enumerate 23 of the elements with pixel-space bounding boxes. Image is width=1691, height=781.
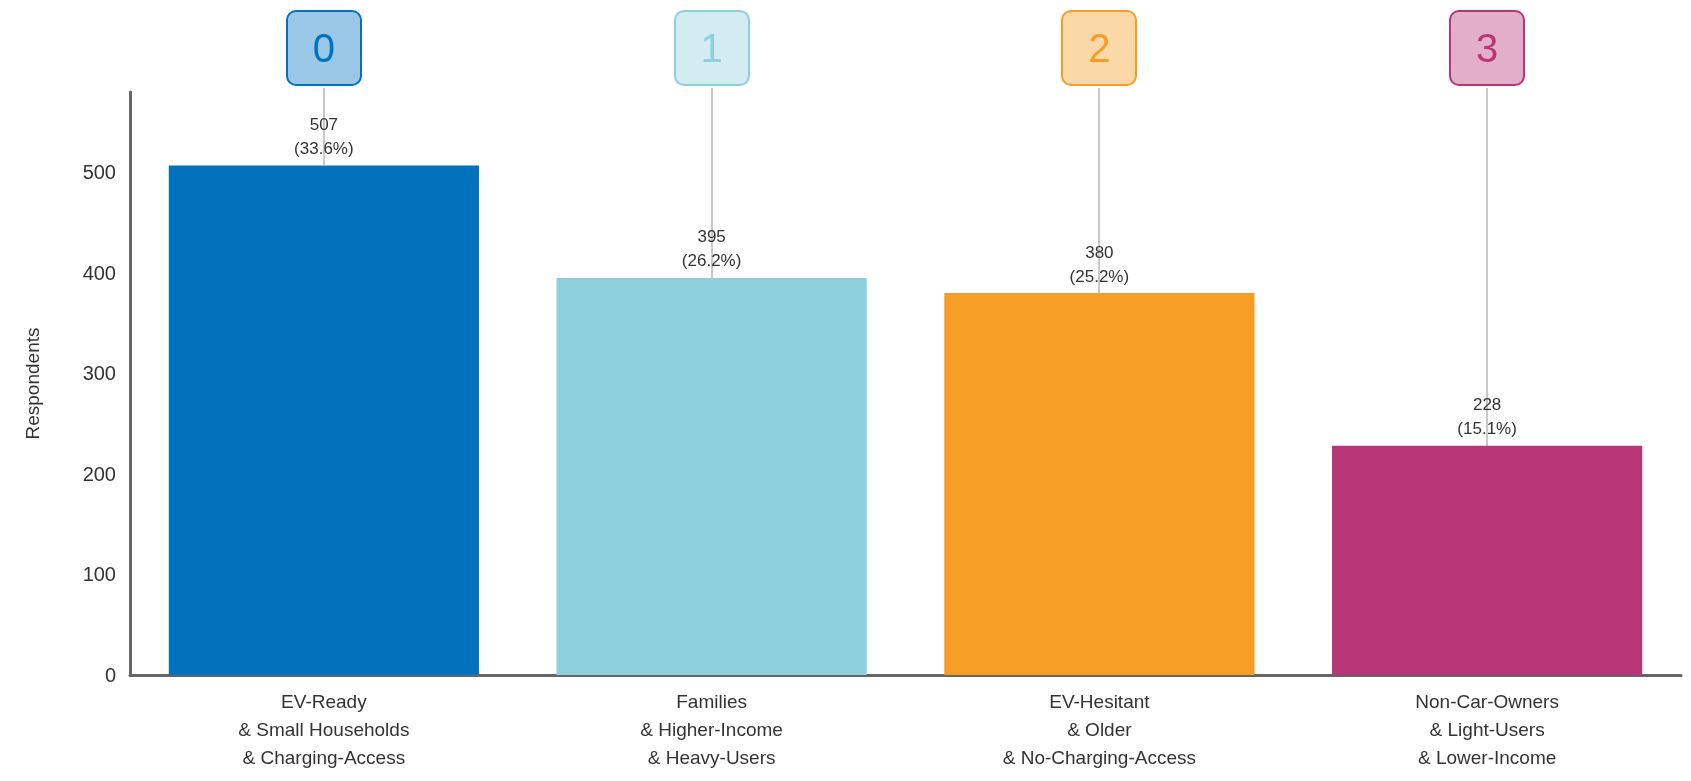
bar [168,165,479,675]
text: 1 [673,10,750,86]
bar [944,293,1255,675]
x-tick-label: EV-Ready & Small Households & Charging-Access [238,690,410,768]
data-label: 228 (15.1%) [1457,395,1517,439]
data-label: 380 (25.2%) [1069,242,1130,286]
bar [556,277,867,675]
y-tick-label: 500 [82,161,116,184]
text: 0 [285,10,362,86]
x-tick-label: Non-Car-Owners & Light-Users & Lower-Income [1415,690,1559,768]
data-label: 507 (33.6%) [294,114,354,158]
y-tick-label: 0 [104,664,116,686]
y-tick-label: 300 [82,362,116,385]
y-tick-label: 400 [82,261,116,284]
bar [1332,445,1643,675]
text: 2 [1061,10,1138,86]
x-tick-label: Families & Higher-Income & Heavy-Users [640,690,783,768]
y-axis-title: Respondents [22,327,43,440]
y-tick-label: 100 [82,563,116,586]
y-tick-label: 200 [82,462,116,485]
data-label: 395 (26.2%) [681,227,742,271]
text: 3 [1449,10,1526,86]
x-tick-label: EV-Hesitant & Older & No-Charging-Access [1002,690,1196,768]
